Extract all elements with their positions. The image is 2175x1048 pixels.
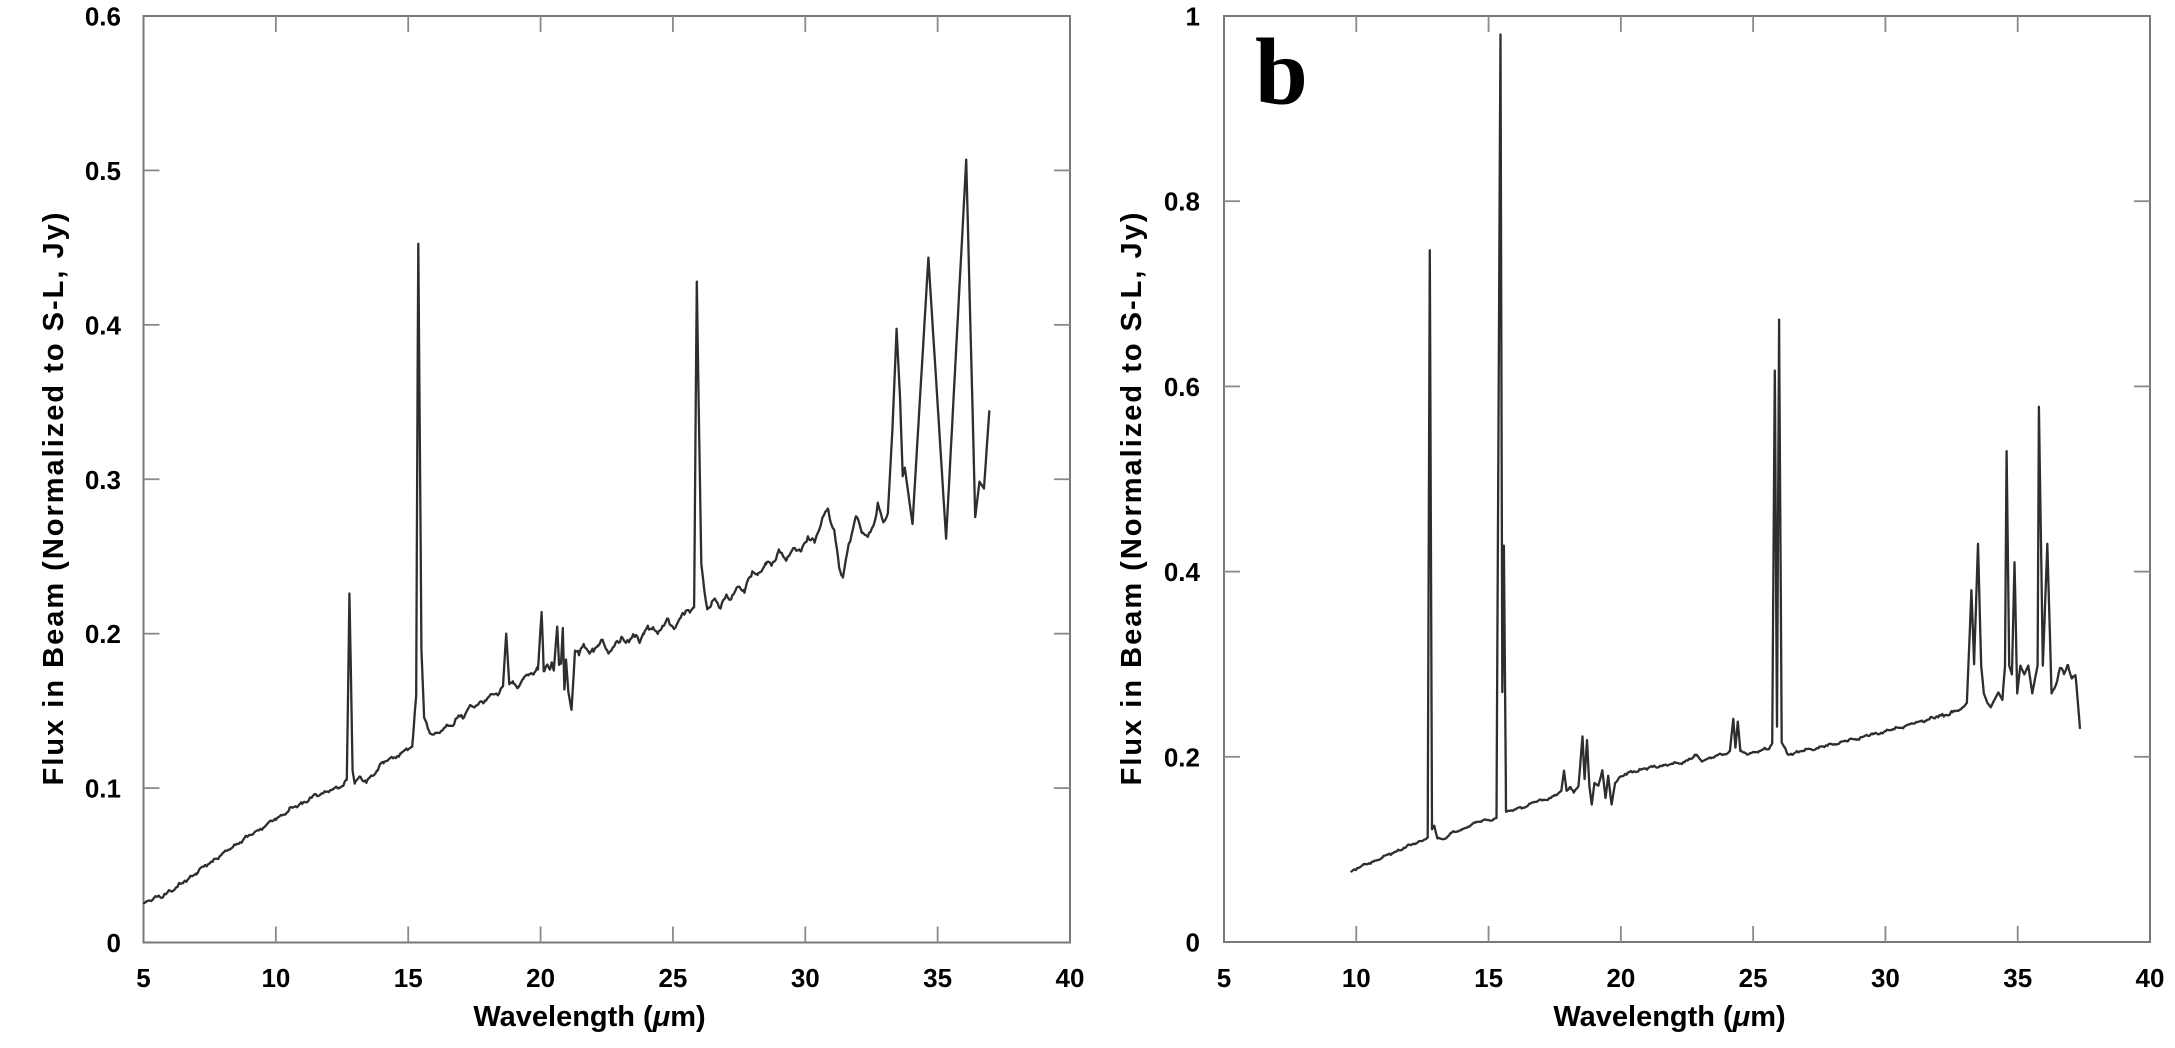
svg-text:10: 10 [261,963,290,993]
svg-text:35: 35 [923,963,952,993]
svg-text:40: 40 [1056,963,1085,993]
svg-text:0.8: 0.8 [1164,187,1200,217]
svg-text:10: 10 [1342,963,1371,993]
svg-text:b: b [1255,19,1308,125]
svg-text:0.1: 0.1 [85,774,121,804]
svg-text:Flux in Beam (Normalized to S-: Flux in Beam (Normalized to S-L, Jy) [1116,211,1148,786]
svg-text:5: 5 [136,963,150,993]
svg-text:0.6: 0.6 [85,2,121,32]
svg-text:30: 30 [1871,963,1900,993]
svg-text:0: 0 [107,928,121,958]
svg-text:5: 5 [1217,963,1231,993]
svg-text:40: 40 [2136,963,2165,993]
svg-text:15: 15 [1474,963,1503,993]
svg-text:25: 25 [1739,963,1768,993]
svg-text:1: 1 [1186,2,1200,32]
svg-text:30: 30 [791,963,820,993]
svg-text:0.4: 0.4 [1164,557,1201,587]
svg-text:15: 15 [394,963,423,993]
svg-text:0.3: 0.3 [85,465,121,495]
svg-text:Wavelength (μm): Wavelength (μm) [473,1001,705,1033]
svg-text:Wavelength (μm): Wavelength (μm) [1553,1001,1785,1033]
svg-text:25: 25 [658,963,687,993]
svg-text:0.6: 0.6 [1164,372,1200,402]
svg-text:0: 0 [1186,928,1200,958]
svg-text:0.2: 0.2 [85,619,121,649]
svg-text:20: 20 [526,963,555,993]
svg-text:0.4: 0.4 [85,310,122,340]
svg-text:0.2: 0.2 [1164,742,1200,772]
svg-text:35: 35 [2003,963,2032,993]
svg-text:20: 20 [1606,963,1635,993]
svg-text:0.5: 0.5 [85,156,121,186]
svg-text:Flux in Beam (Normalized to S-: Flux in Beam (Normalized to S-L, Jy) [38,211,70,786]
